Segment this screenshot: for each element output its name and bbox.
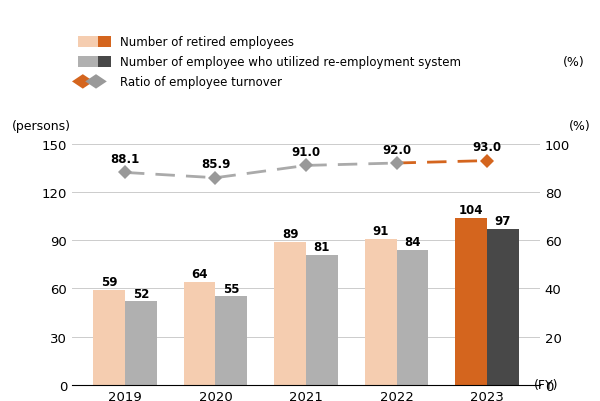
- Text: 91.0: 91.0: [292, 146, 320, 159]
- Text: Number of employee who utilized re-employment system: Number of employee who utilized re-emplo…: [120, 56, 461, 69]
- Text: 92.0: 92.0: [382, 144, 411, 156]
- Text: (%): (%): [569, 119, 591, 132]
- Text: 81: 81: [314, 241, 330, 253]
- Text: 59: 59: [101, 276, 118, 289]
- Text: 89: 89: [282, 228, 298, 241]
- Text: (persons): (persons): [12, 119, 71, 132]
- Text: 104: 104: [459, 204, 484, 217]
- Bar: [125, 302, 157, 385]
- Bar: [397, 250, 428, 385]
- Bar: [184, 282, 215, 385]
- Bar: [306, 255, 338, 385]
- Text: (FY): (FY): [533, 378, 558, 391]
- Polygon shape: [72, 75, 94, 89]
- Bar: [455, 218, 487, 385]
- Text: Number of retired employees: Number of retired employees: [120, 36, 294, 49]
- Bar: [98, 36, 111, 48]
- Text: (%): (%): [563, 56, 585, 69]
- Text: 91: 91: [373, 225, 389, 237]
- Polygon shape: [85, 75, 107, 89]
- Bar: [365, 239, 397, 385]
- Text: 55: 55: [223, 282, 239, 295]
- Bar: [78, 57, 98, 68]
- Bar: [78, 36, 98, 48]
- Text: Ratio of employee turnover: Ratio of employee turnover: [120, 76, 282, 89]
- Text: 52: 52: [133, 287, 149, 300]
- Text: 85.9: 85.9: [201, 158, 230, 171]
- Bar: [98, 57, 111, 68]
- Bar: [487, 229, 519, 385]
- Text: 93.0: 93.0: [472, 141, 502, 154]
- Bar: [93, 290, 125, 385]
- Text: 88.1: 88.1: [110, 153, 140, 166]
- Text: 64: 64: [191, 268, 208, 281]
- Text: 97: 97: [494, 215, 511, 228]
- Text: 84: 84: [404, 236, 421, 249]
- Bar: [215, 297, 247, 385]
- Bar: [274, 242, 306, 385]
